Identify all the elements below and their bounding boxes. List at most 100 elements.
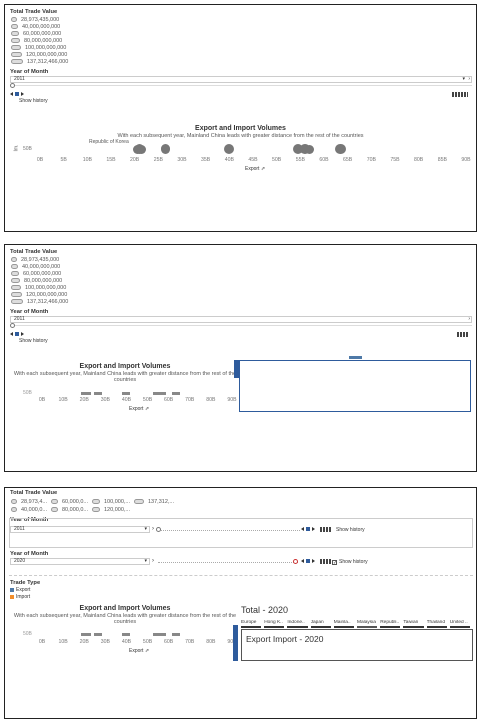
x-tick-label: 55B bbox=[295, 157, 305, 163]
country-column[interactable]: Japan bbox=[310, 620, 334, 628]
sort-icon[interactable]: ⇗ bbox=[144, 648, 150, 654]
back-icon[interactable] bbox=[10, 332, 13, 336]
back-icon[interactable] bbox=[10, 92, 13, 96]
detail-panel[interactable] bbox=[239, 360, 471, 412]
x-tick-label: 35B bbox=[201, 157, 211, 163]
country-column[interactable]: United .. bbox=[449, 620, 473, 628]
show-history[interactable]: Show history bbox=[19, 98, 48, 104]
next-arrow-icon[interactable]: › bbox=[152, 558, 154, 564]
year-dropdown-2011[interactable]: 2011 ▾ bbox=[10, 526, 150, 533]
x-tick-label: 60B bbox=[164, 397, 174, 403]
speed-control-icon[interactable] bbox=[320, 527, 331, 532]
year-slider-2020[interactable] bbox=[158, 562, 298, 563]
country-label: Mainla.. bbox=[333, 620, 351, 625]
year-filter-box-2011 bbox=[9, 518, 473, 548]
bar-mark[interactable] bbox=[93, 633, 102, 636]
x-tick-label: 80B bbox=[414, 157, 424, 163]
bubble-mark[interactable] bbox=[335, 143, 346, 155]
back-icon[interactable] bbox=[301, 527, 304, 531]
x-axis: 0B 5B 10B 15B 20B 25B 30B 35B 40B 45B 50B 55B 60B 65B… bbox=[35, 157, 471, 165]
bubble-mark[interactable] bbox=[305, 144, 315, 154]
country-column[interactable]: Mainla.. bbox=[333, 620, 357, 628]
export-import-panel[interactable]: Export Import - 2020 bbox=[241, 629, 473, 661]
country-column[interactable]: Hong K.. bbox=[264, 620, 287, 628]
bar-mark[interactable] bbox=[83, 633, 92, 636]
country-column[interactable]: Indone.. bbox=[287, 620, 310, 628]
stop-icon[interactable] bbox=[306, 527, 310, 531]
drag-handle[interactable] bbox=[233, 625, 238, 661]
speed-control-icon[interactable] bbox=[452, 92, 468, 97]
next-arrow-icon[interactable]: › bbox=[152, 526, 154, 532]
bubble-mark[interactable] bbox=[224, 143, 235, 155]
bubble-mark[interactable] bbox=[292, 143, 304, 155]
next-arrow-icon[interactable]: › bbox=[468, 76, 470, 82]
panel-year-2011: Total Trade Value 28,973,435,000 40,000,… bbox=[4, 4, 477, 232]
next-arrow-icon[interactable]: › bbox=[468, 316, 470, 322]
year-dropdown[interactable]: 2011 › bbox=[10, 316, 472, 323]
bar-mark[interactable] bbox=[122, 633, 131, 636]
x-tick-label: 30B bbox=[100, 639, 110, 645]
y-tick: 50B bbox=[23, 146, 32, 152]
bar-mark[interactable] bbox=[122, 392, 131, 395]
bar-mark[interactable] bbox=[172, 392, 181, 395]
x-tick-label: 0B bbox=[36, 157, 44, 163]
legend-item: 80,000,0... bbox=[51, 506, 88, 513]
country-column[interactable]: Thailand bbox=[426, 620, 450, 628]
bar-mark[interactable] bbox=[158, 633, 167, 636]
legend-export[interactable]: Export bbox=[10, 587, 30, 593]
year-slider[interactable] bbox=[10, 325, 472, 326]
x-tick-label: 75B bbox=[390, 157, 400, 163]
country-column[interactable]: Malaysia bbox=[357, 620, 380, 628]
year-dropdown-2020[interactable]: 2020 ▾ bbox=[10, 558, 150, 565]
bar-mark[interactable] bbox=[172, 633, 181, 636]
x-tick-label: 65B bbox=[343, 157, 353, 163]
play-icon[interactable] bbox=[312, 559, 315, 563]
year-slider-2011[interactable] bbox=[158, 530, 300, 531]
checkbox-checked-icon[interactable]: ✓ bbox=[332, 559, 338, 566]
slider-handle[interactable] bbox=[156, 527, 161, 532]
chart-title: Export and Import Volumes bbox=[79, 605, 171, 612]
play-icon[interactable] bbox=[21, 332, 24, 336]
back-icon[interactable] bbox=[301, 559, 304, 563]
show-history[interactable]: Show history bbox=[19, 338, 48, 344]
chevron-down-icon: ▾ bbox=[144, 526, 147, 532]
slider-handle[interactable] bbox=[10, 83, 15, 88]
chart-subtitle: With each subsequent year, Mainland Chin… bbox=[117, 133, 364, 139]
stop-icon[interactable] bbox=[306, 559, 310, 563]
x-tick-label: 0B bbox=[38, 397, 46, 403]
x-tick-label: 20B bbox=[79, 639, 89, 645]
legend-item: 40,000,000,000 bbox=[11, 263, 68, 270]
year-slider[interactable] bbox=[10, 85, 472, 86]
speed-control-icon[interactable] bbox=[320, 559, 331, 564]
x-axis-label: Export ⇗ bbox=[245, 166, 266, 172]
sort-icon[interactable]: ⇗ bbox=[144, 406, 150, 412]
bubble-mark[interactable] bbox=[160, 144, 171, 154]
sort-icon[interactable]: ⇗ bbox=[260, 166, 266, 172]
country-label: Hong K.. bbox=[264, 620, 283, 625]
play-icon[interactable] bbox=[21, 92, 24, 96]
chart-title: Export and Import Volumes bbox=[79, 363, 171, 370]
country-column[interactable]: Taiwan bbox=[403, 620, 426, 628]
stop-icon[interactable] bbox=[15, 332, 19, 336]
bar-mark[interactable] bbox=[83, 392, 92, 395]
legend-import[interactable]: Import bbox=[10, 594, 30, 600]
speed-control-icon[interactable] bbox=[457, 332, 469, 337]
stop-icon[interactable] bbox=[15, 92, 19, 96]
slider-handle[interactable] bbox=[293, 559, 298, 564]
bubble-mark[interactable] bbox=[137, 144, 147, 154]
bar-mark[interactable] bbox=[93, 392, 102, 395]
playback-controls bbox=[301, 527, 315, 531]
year-dropdown[interactable]: 2011 ▾ › bbox=[10, 76, 472, 83]
country-column[interactable]: Europe bbox=[241, 620, 264, 628]
bubble-mark[interactable] bbox=[300, 144, 310, 154]
show-history-toggle[interactable]: ✓ Show history bbox=[332, 559, 368, 566]
country-column[interactable]: Republi.. bbox=[380, 620, 403, 628]
slider-handle[interactable] bbox=[10, 323, 15, 328]
bar-mark[interactable] bbox=[158, 392, 167, 395]
show-history[interactable]: Show history bbox=[336, 527, 365, 533]
play-icon[interactable] bbox=[312, 527, 315, 531]
drag-handle[interactable] bbox=[234, 360, 239, 378]
legend-item: 137,312,466,000 bbox=[11, 58, 68, 65]
playback-controls bbox=[10, 332, 24, 336]
country-bar bbox=[449, 626, 470, 628]
